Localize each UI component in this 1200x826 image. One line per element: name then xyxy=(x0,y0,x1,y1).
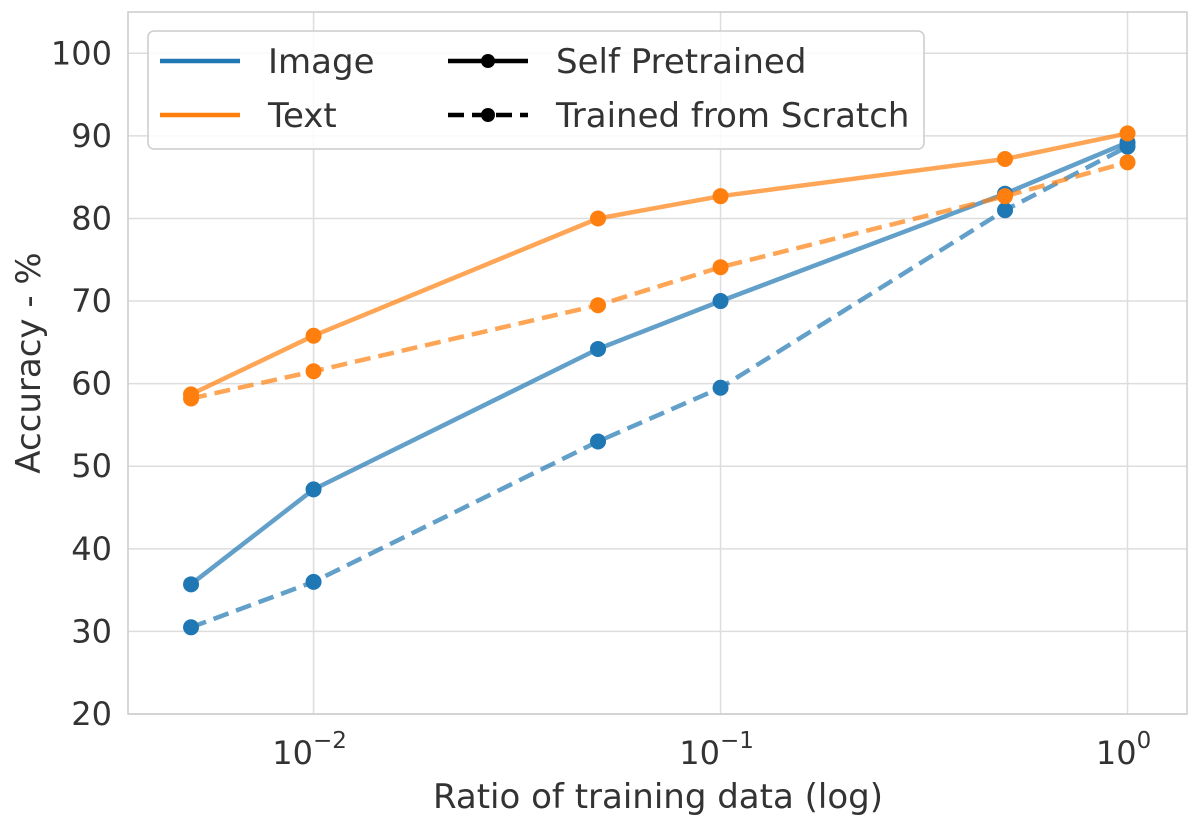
data-point xyxy=(183,576,200,593)
plot-frame xyxy=(127,11,1188,715)
legend: Image Text Self Pretrained Trained from Scr… xyxy=(147,30,925,150)
x-tick-label: 100 xyxy=(1096,728,1151,772)
series-image-trained-from-scratch xyxy=(183,138,1136,636)
data-point xyxy=(1119,154,1136,171)
series-line xyxy=(190,144,1129,630)
data-point xyxy=(712,379,729,396)
legend-entry-text: Text xyxy=(160,96,337,136)
series-text-trained-from-scratch xyxy=(183,154,1136,407)
data-point xyxy=(712,259,729,276)
series-image-self-pretrained xyxy=(183,134,1136,593)
data-point xyxy=(1119,138,1136,155)
data-point xyxy=(712,188,729,205)
y-axis-label: Accuracy - % xyxy=(9,252,49,473)
y-tick-label: 60 xyxy=(71,365,112,403)
legend-label: Trained from Scratch xyxy=(555,96,909,136)
data-point xyxy=(305,327,322,344)
series-line xyxy=(189,140,1129,587)
data-point xyxy=(183,619,200,636)
data-point xyxy=(590,210,607,227)
y-tick-label: 80 xyxy=(71,199,112,237)
data-point xyxy=(997,188,1014,205)
legend-entry-self-pretrained: Self Pretrained xyxy=(448,42,806,82)
legend-box xyxy=(147,30,925,150)
data-point xyxy=(590,433,607,450)
series-text-self-pretrained xyxy=(183,125,1136,403)
y-tick-label: 70 xyxy=(71,282,112,320)
series xyxy=(183,125,1136,636)
legend-label: Self Pretrained xyxy=(556,42,806,82)
x-tick-label: 10−1 xyxy=(679,728,754,772)
y-tick-label: 20 xyxy=(71,695,112,733)
data-point xyxy=(305,363,322,380)
data-point xyxy=(712,293,729,310)
data-point xyxy=(183,390,200,407)
legend-marker xyxy=(481,54,495,68)
series-line xyxy=(190,160,1129,401)
data-point xyxy=(305,481,322,498)
y-tick-label: 90 xyxy=(71,117,112,155)
data-point xyxy=(305,573,322,590)
data-point xyxy=(590,340,607,357)
x-tick-label: 10−2 xyxy=(272,728,347,772)
data-point xyxy=(997,202,1014,219)
y-tick-label: 40 xyxy=(71,530,112,568)
tick-labels: 20 30 40 50 60 70 80 90 100 10−2 10−1 100 xyxy=(51,34,1151,772)
y-tick-label: 100 xyxy=(51,34,112,72)
data-point xyxy=(590,297,607,314)
data-point xyxy=(997,151,1014,168)
legend-entry-trained-from-scratch: Trained from Scratch xyxy=(448,96,909,136)
legend-label: Image xyxy=(268,42,374,82)
legend-label: Text xyxy=(267,96,337,136)
x-axis-label: Ratio of training data (log) xyxy=(433,777,883,817)
legend-entry-image: Image xyxy=(160,42,374,82)
data-point xyxy=(1119,125,1136,142)
legend-marker xyxy=(481,108,495,122)
series-line xyxy=(190,131,1128,397)
y-tick-label: 50 xyxy=(71,447,112,485)
y-tick-label: 30 xyxy=(71,612,112,650)
